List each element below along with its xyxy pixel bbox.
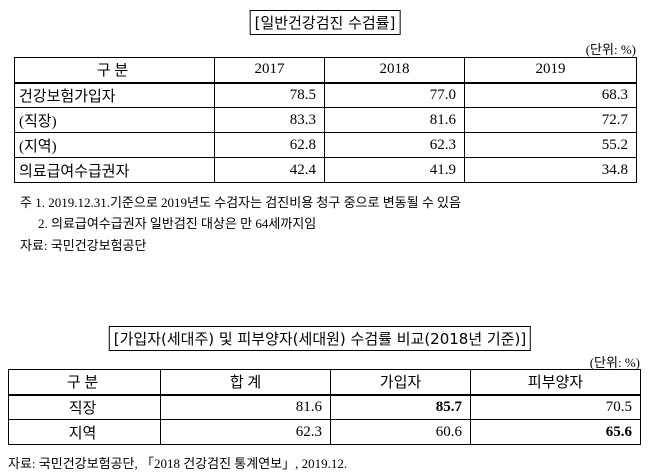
table-cell: 62.3 [160,419,331,445]
table-cell: 41.9 [324,157,465,183]
table-row: 건강보험가입자 78.5 77.0 68.3 [14,82,637,108]
table-cell: (지역) [14,132,215,158]
note: 주 1. 2019.12.31.기준으로 2019년도 수검자는 검진비용 청구… [20,195,461,210]
table-cell: 34.8 [464,157,637,183]
table: 구 분 2017 2018 2019 건강보험가입자 78.5 77.0 68.3 (직장) 83… [14,57,637,183]
table-cell: 2018 [324,57,465,84]
table-cell: 68.3 [464,82,637,108]
table-cell: 60.6 [330,419,471,445]
table-cell: 구 분 [8,369,161,396]
table-cell: 구 분 [14,57,215,84]
table-row: 지역 62.3 60.6 65.6 [8,419,641,445]
table-cell: 42.4 [214,157,325,183]
unit: (단위: %) [585,42,636,57]
table-cell: 의료급여수급권자 [14,157,215,183]
table-cell: 가입자 [330,369,471,396]
table-cell: 62.8 [214,132,325,158]
table-cell: 65.6 [470,419,641,445]
table-cell: 85.7 [330,394,471,420]
table-cell: 81.6 [324,107,465,133]
table-title: [일반건강검진 수검률] [249,10,401,35]
source: 자료: 국민건강보험공단 [20,238,147,253]
table-row: (지역) 62.8 62.3 55.2 [14,132,637,158]
table-cell: 2017 [214,57,325,84]
table-cell: 70.5 [470,394,641,420]
note: 2. 의료급여수급권자 일반검진 대상은 만 64세까지임 [38,216,317,231]
table-cell: 피부양자 [470,369,641,396]
table-row: (직장) 83.3 81.6 72.7 [14,107,637,133]
table-cell: 2019 [464,57,637,84]
table-row: 의료급여수급권자 42.4 41.9 34.8 [14,157,637,183]
table-row: 구 분 2017 2018 2019 [14,57,637,84]
unit: (단위: %) [589,355,640,370]
table-cell: 83.3 [214,107,325,133]
table-cell: 78.5 [214,82,325,108]
table-cell: 직장 [8,394,161,420]
table-cell: (직장) [14,107,215,133]
table-cell: 55.2 [464,132,637,158]
table-cell: 81.6 [160,394,331,420]
table-title: [가입자(세대주) 및 피부양자(세대원) 수검률 비교(2018년 기준)] [108,326,532,351]
table-cell: 62.3 [324,132,465,158]
table-row: 직장 81.6 85.7 70.5 [8,394,641,420]
table-cell: 합 계 [160,369,331,396]
table-cell: 77.0 [324,82,465,108]
table-cell: 지역 [8,419,161,445]
table-cell: 건강보험가입자 [14,82,215,108]
table-cell: 72.7 [464,107,637,133]
source: 자료: 국민건강보험공단, 「2018 건강검진 통계연보」, 2019.12. [8,456,348,471]
